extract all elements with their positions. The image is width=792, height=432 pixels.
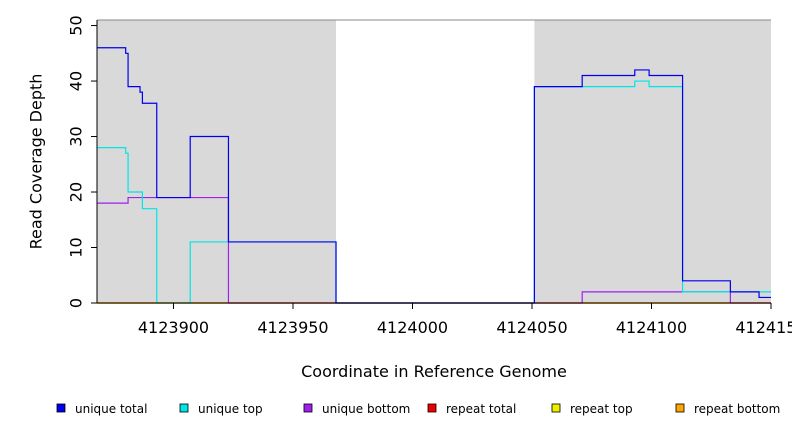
y-tick-label: 0 [67,298,86,308]
legend-swatch [303,403,313,413]
legend-swatch [427,403,437,413]
y-tick-label: 30 [67,126,86,146]
shaded-region-1 [534,20,771,303]
x-tick-label: 4123900 [138,318,209,337]
shaded-region-0 [97,20,337,303]
legend: unique total unique top unique bottom repea… [56,402,780,416]
legend-label: repeat top [570,402,633,416]
legend-item-repeat-bottom: repeat bottom [675,402,780,416]
legend-item-unique-bottom: unique bottom [303,402,410,416]
legend-label: repeat total [446,402,516,416]
legend-item-repeat-top: repeat top [551,402,633,416]
x-tick-label: 4123950 [257,318,328,337]
legend-item-unique-top: unique top [179,402,263,416]
y-tick-label: 20 [67,182,86,202]
y-tick-label: 40 [67,71,86,91]
x-tick-label: 4124100 [616,318,687,337]
legend-swatch [551,403,561,413]
x-tick-label: 4124150 [735,318,792,337]
legend-label: unique total [75,402,147,416]
x-tick-label: 4124000 [377,318,448,337]
x-axis-title: Coordinate in Reference Genome [301,362,567,381]
legend-item-unique-total: unique total [56,402,147,416]
axes: 0 10 20 30 40 50 4123900 4123950 4124000 4124050 4… [67,15,792,337]
legend-swatch [675,403,685,413]
legend-item-repeat-total: repeat total [427,402,516,416]
y-axis-title: Read Coverage Depth [27,74,46,250]
shaded-regions [97,20,771,303]
y-tick-label: 50 [67,15,86,35]
legend-swatch [56,403,66,413]
legend-swatch [179,403,189,413]
y-tick-label: 10 [67,237,86,257]
series-line-unique-total [97,47,771,304]
legend-label: repeat bottom [694,402,780,416]
legend-label: unique top [198,402,263,416]
x-tick-label: 4124050 [496,318,567,337]
legend-label: unique bottom [322,402,410,416]
